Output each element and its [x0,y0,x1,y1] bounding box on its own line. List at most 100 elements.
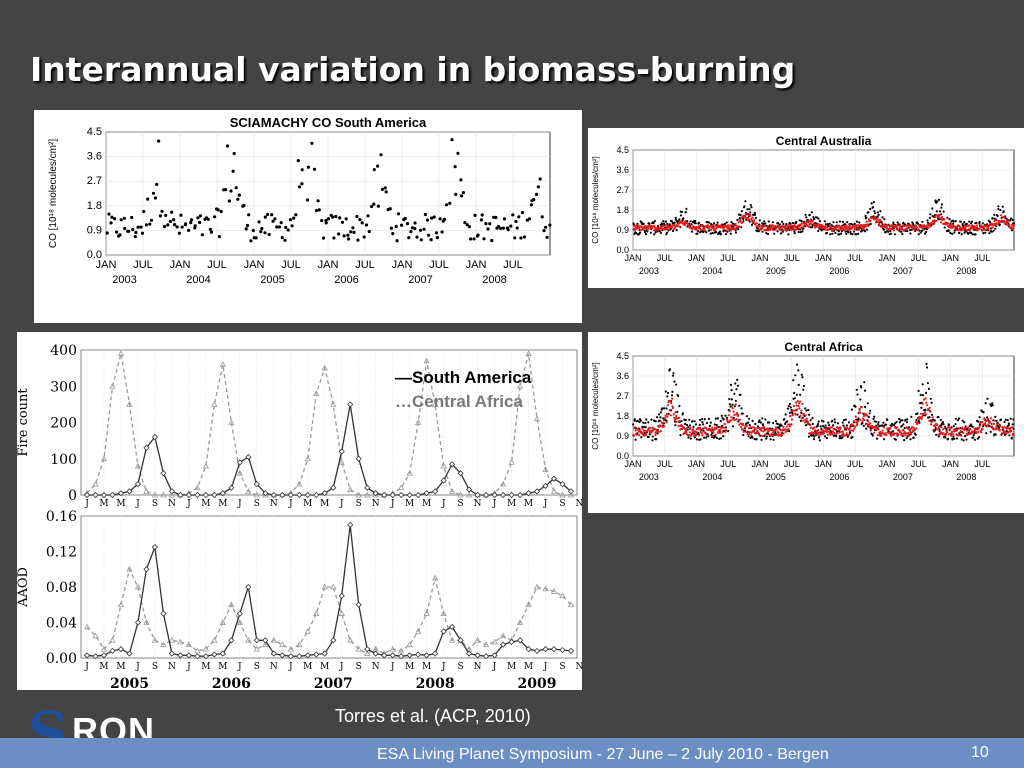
data-marker [185,652,192,659]
data-point [651,435,654,438]
data-point [799,231,802,234]
data-point [665,407,668,410]
data-point [149,218,154,222]
data-point [817,420,820,423]
data-point [263,215,267,219]
data-point [833,418,836,421]
data-marker [567,491,575,498]
data-point [713,423,716,426]
data-point [747,218,751,221]
data-point [900,227,904,230]
x-tick-label: JAN [392,259,413,271]
data-marker [423,490,430,497]
data-point [206,217,210,221]
data-point [776,230,779,233]
data-point [941,216,944,219]
data-marker [236,619,244,625]
data-marker [355,455,362,462]
data-point [781,428,784,431]
data-point [795,401,798,404]
data-point [991,404,994,407]
data-point [731,223,734,227]
data-point [380,187,384,191]
data-point [669,414,672,417]
data-point [801,402,804,406]
data-point [910,433,913,436]
data-point [962,439,965,442]
data-marker [270,491,277,499]
data-point [795,227,798,231]
data-point [1004,418,1007,421]
data-point [705,231,708,234]
data-point [189,221,193,225]
data-marker [414,419,422,425]
data-point [998,429,1001,432]
data-point [741,412,744,415]
data-point [977,420,980,423]
x-tick-label: JAN [751,459,768,469]
data-marker [465,491,473,498]
month-label: M [201,499,210,509]
y-tick-label: 0.04 [46,616,77,632]
data-marker [542,646,549,653]
data-point [767,428,770,431]
data-point [1005,432,1008,435]
data-point [797,369,800,372]
data-point [993,213,996,216]
data-point [947,433,950,436]
data-point [670,394,674,397]
data-point [784,422,787,425]
data-point [740,425,743,429]
data-point [513,236,517,240]
data-point [966,433,969,437]
data-point [703,229,707,232]
data-marker [500,641,507,648]
australia-co-panel: Central Australia 0.0 0.9 1.8 2.7 3.6 4.5 JAN JU… [588,128,1024,288]
data-point [675,383,678,386]
data-point [807,422,810,425]
data-point [707,435,710,438]
month-label: S [254,662,260,672]
data-point [1010,217,1013,220]
y-tick-label: 1.8 [616,411,629,421]
data-point [886,418,889,421]
data-point [372,202,376,206]
data-point [148,222,152,226]
data-point [702,427,705,430]
data-point [696,431,699,434]
data-point [902,423,905,426]
data-point [846,226,849,229]
data-point [900,230,903,233]
data-point [657,228,660,231]
plot-frame [80,349,578,496]
data-marker [304,491,311,499]
data-point [254,236,258,240]
data-point [869,207,872,211]
data-marker [143,619,150,625]
data-point [815,433,818,436]
data-marker [177,638,184,645]
data-point [769,438,772,441]
data-point [788,430,791,433]
data-point [964,426,967,429]
data-point [854,415,857,418]
data-marker [109,491,116,499]
data-point [943,427,946,430]
data-marker [533,583,541,590]
data-point [753,438,756,441]
data-point [928,416,931,419]
x-tick-label: JAN [815,253,832,263]
data-point [635,227,638,231]
data-point [647,421,650,424]
data-point [991,226,994,229]
data-point [689,426,692,429]
data-point [1001,205,1004,208]
data-point [944,432,948,435]
data-point [635,231,638,235]
data-point [863,230,867,233]
data-point [802,384,805,388]
month-label: N [372,499,380,509]
data-point [748,208,751,211]
data-point [877,220,880,224]
data-point [672,413,675,416]
